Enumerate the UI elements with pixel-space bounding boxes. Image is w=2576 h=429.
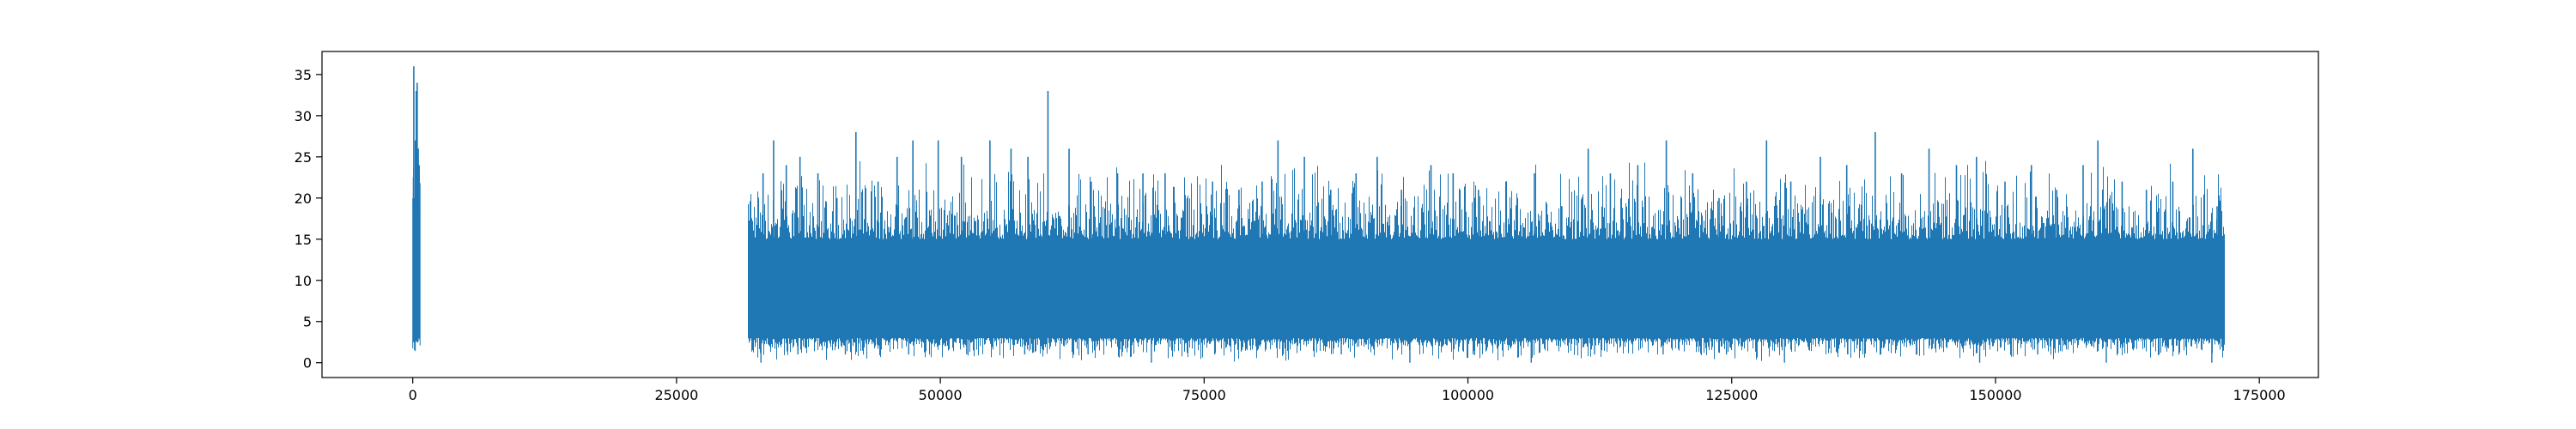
x-tick-label: 0 xyxy=(409,387,417,403)
series-spikes xyxy=(412,166,421,352)
x-tick-label: 150000 xyxy=(1969,387,2021,403)
x-tick-label: 100000 xyxy=(1442,387,1494,403)
x-tick-label: 125000 xyxy=(1705,387,1758,403)
y-tick-label: 30 xyxy=(295,108,312,124)
x-axis: 0 25000 50000 75000 100000 125000 150000 175000 xyxy=(409,378,2286,403)
y-tick-label: 5 xyxy=(303,314,312,330)
series-segment xyxy=(748,91,2225,363)
x-tick-label: 25000 xyxy=(654,387,698,403)
y-tick-label: 0 xyxy=(303,355,312,372)
x-tick-label: 50000 xyxy=(919,387,963,403)
plot-frame xyxy=(321,51,2319,378)
y-tick-label: 15 xyxy=(295,232,312,248)
y-axis: 0 5 10 15 20 25 30 35 xyxy=(295,67,322,372)
y-tick-label: 35 xyxy=(295,67,312,83)
y-tick-label: 20 xyxy=(295,190,312,207)
x-tick-label: 175000 xyxy=(2233,387,2286,403)
y-tick-label: 25 xyxy=(295,149,312,166)
series-spikes xyxy=(748,160,2225,362)
y-tick-label: 10 xyxy=(295,273,312,289)
x-tick-label: 75000 xyxy=(1182,387,1226,403)
series-layer xyxy=(412,66,2225,363)
series-segment xyxy=(412,66,421,352)
